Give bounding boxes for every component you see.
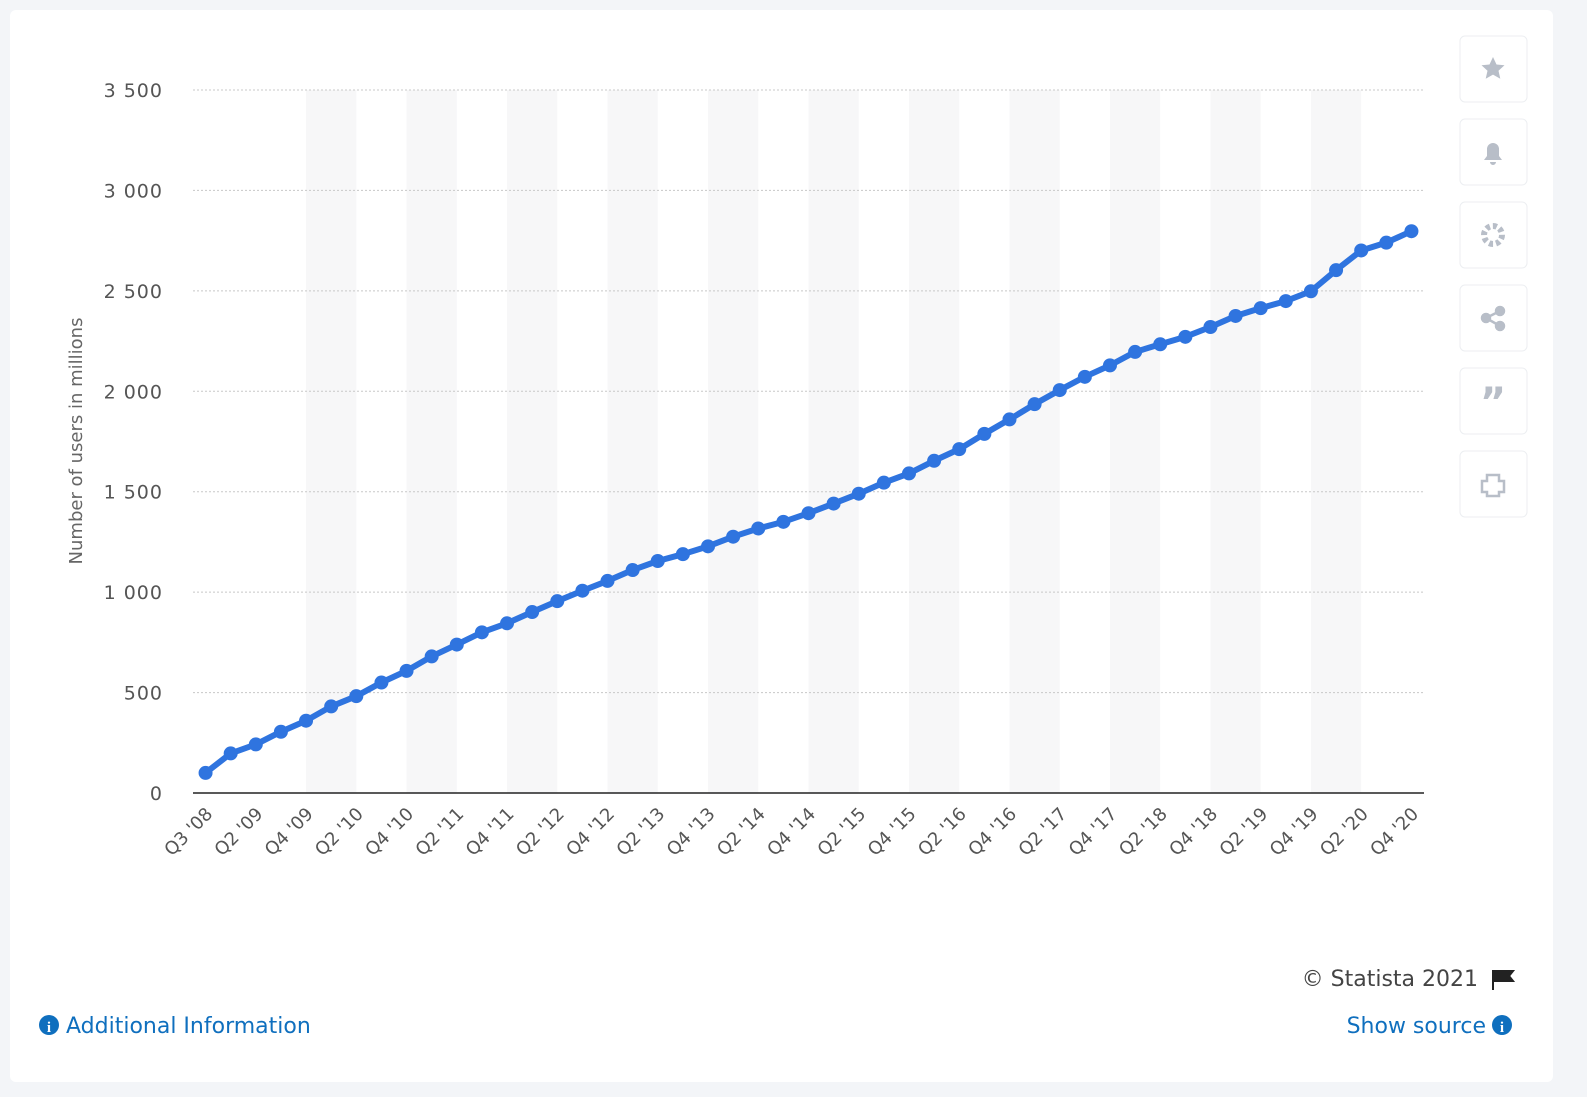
data-point	[474, 625, 489, 640]
data-point	[1303, 284, 1318, 299]
data-point	[726, 529, 741, 544]
data-point	[500, 616, 515, 631]
data-point	[650, 554, 665, 569]
data-point	[1052, 383, 1067, 398]
stripe	[1109, 90, 1161, 793]
stripe	[306, 90, 357, 793]
copyright: © Statista 2021	[1302, 967, 1478, 992]
stripe	[808, 90, 859, 793]
data-point	[826, 496, 841, 511]
stripe	[406, 90, 457, 793]
data-point	[324, 699, 339, 714]
side-buttons: ”	[1459, 35, 1528, 518]
data-point	[1404, 224, 1419, 239]
data-point	[701, 539, 716, 554]
share-button[interactable]	[1459, 284, 1528, 352]
settings-button[interactable]	[1459, 201, 1528, 269]
data-point	[851, 486, 866, 501]
data-point	[600, 573, 615, 588]
data-point	[1027, 397, 1042, 412]
data-point	[1379, 235, 1394, 250]
y-tick-label: 500	[124, 683, 163, 705]
flag-icon	[1492, 970, 1516, 990]
info-glyph: i	[47, 1020, 51, 1036]
print-button[interactable]	[1459, 450, 1528, 518]
data-point	[399, 663, 414, 678]
gear-icon	[1481, 223, 1505, 247]
data-point	[1102, 358, 1117, 373]
data-point	[952, 442, 967, 457]
data-point	[525, 605, 540, 620]
card	[10, 10, 1553, 1082]
info-glyph: i	[1500, 1020, 1504, 1036]
additional-information-link[interactable]: Additional Information	[66, 1014, 311, 1039]
data-point	[349, 689, 364, 704]
stripe	[1009, 90, 1060, 793]
data-point	[248, 737, 263, 752]
data-point	[1178, 329, 1193, 344]
quote-icon: ”	[1480, 380, 1506, 426]
data-point	[876, 475, 891, 490]
show-source-link[interactable]: Show source	[1347, 1014, 1486, 1039]
data-point	[1253, 301, 1268, 316]
data-point	[1153, 337, 1168, 352]
data-point	[1077, 369, 1092, 384]
data-point	[1354, 243, 1369, 258]
stripe	[1310, 90, 1362, 793]
data-point	[675, 547, 690, 562]
data-point	[801, 506, 816, 521]
data-point	[223, 746, 238, 761]
data-point	[1278, 294, 1293, 309]
stripe	[507, 90, 558, 793]
data-point	[575, 583, 590, 598]
y-tick-label: 2 500	[104, 281, 163, 303]
stripe	[607, 90, 658, 793]
y-tick-label: 2 000	[104, 381, 163, 403]
cite-button[interactable]	[1459, 367, 1528, 435]
star-icon	[1481, 57, 1505, 79]
stripes	[306, 90, 1362, 793]
bell-icon	[1484, 143, 1502, 165]
data-point	[751, 521, 766, 536]
data-point	[625, 563, 640, 578]
data-point	[1203, 320, 1218, 335]
data-point	[198, 765, 213, 780]
data-point	[901, 466, 916, 481]
data-point	[1128, 344, 1143, 359]
data-point	[776, 514, 791, 529]
data-point	[374, 675, 389, 690]
y-tick-label: 0	[150, 783, 163, 805]
data-point	[1329, 263, 1344, 278]
data-point	[977, 426, 992, 441]
data-point	[550, 594, 565, 609]
y-tick-label: 1 500	[104, 482, 163, 504]
y-tick-label: 3 500	[104, 80, 163, 102]
data-point	[449, 637, 464, 652]
data-point	[299, 713, 314, 728]
stripe	[908, 90, 960, 793]
stripe	[708, 90, 759, 793]
y-axis-label: Number of users in millions	[66, 318, 87, 565]
y-tick-label: 1 000	[104, 582, 163, 604]
data-point	[273, 724, 288, 739]
stripe	[1210, 90, 1261, 793]
info-icon	[1492, 1015, 1512, 1035]
data-point	[1228, 308, 1243, 323]
print-icon	[1480, 473, 1506, 498]
share-icon	[1480, 305, 1506, 332]
info-icon	[39, 1015, 59, 1035]
data-point	[1002, 412, 1017, 427]
data-point	[927, 453, 942, 468]
data-point	[424, 649, 439, 664]
y-tick-label: 3 000	[104, 180, 163, 202]
